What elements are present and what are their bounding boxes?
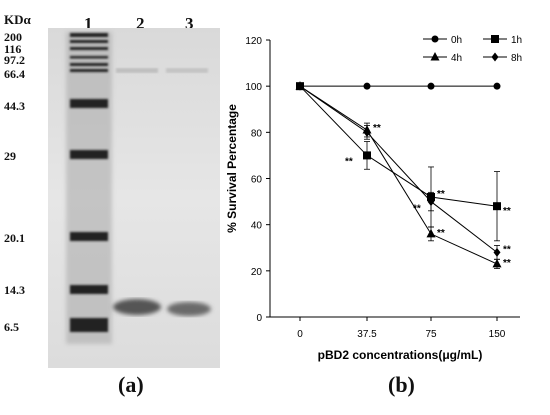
significance-mark: ** xyxy=(345,156,353,167)
legend-marker-1h xyxy=(491,35,499,43)
significance-mark: ** xyxy=(503,258,511,269)
data-point-1h xyxy=(363,151,371,160)
y-tick-label: 60 xyxy=(251,175,263,186)
x-tick-label: 150 xyxy=(489,329,506,340)
marker-label-200: 200 xyxy=(4,30,22,44)
marker-label-29: 29 xyxy=(4,149,16,163)
y-tick-label: 0 xyxy=(256,313,262,324)
marker-label-116: 116 xyxy=(4,42,22,56)
y-tick-label: 40 xyxy=(251,221,263,232)
y-tick-label: 20 xyxy=(251,267,263,278)
legend-label-4h: 4h xyxy=(451,53,462,64)
x-axis-label: pBD2 concentrations(μg/mL) xyxy=(318,348,483,362)
significance-mark: ** xyxy=(413,204,421,215)
y-tick-label: 120 xyxy=(245,36,262,47)
kda-unit-label: KDα xyxy=(4,12,31,27)
gel-image xyxy=(48,28,220,368)
legend-marker-8h xyxy=(491,52,499,62)
gel-panel: KDα 1 2 3 200 116 97.2 66.4 44.3 29 20.1… xyxy=(0,0,230,380)
x-tick-label: 75 xyxy=(425,329,437,340)
data-point-8h xyxy=(363,127,371,137)
x-tick-label: 0 xyxy=(297,329,303,340)
marker-label-14: 14.3 xyxy=(4,283,25,297)
legend-label-1h: 1h xyxy=(511,35,522,46)
series-line-1h xyxy=(299,85,498,207)
data-point-4h xyxy=(492,258,502,268)
data-point-1h xyxy=(493,202,501,211)
data-point-0h xyxy=(363,82,371,90)
legend-marker-4h xyxy=(430,52,440,61)
lane-label-3: 3 xyxy=(185,14,194,33)
significance-mark: ** xyxy=(503,206,511,217)
series-line-8h xyxy=(299,85,498,253)
y-tick-label: 100 xyxy=(245,82,262,93)
legend-marker-0h xyxy=(431,35,439,43)
panel-label-a: (a) xyxy=(118,372,144,397)
y-axis-label: % Survival Percentage xyxy=(225,104,239,233)
chart-series: ** ** ** ** ** ** ** ** xyxy=(295,81,511,269)
significance-mark: ** xyxy=(437,228,445,239)
chart-axes: 0 20 40 60 80 100 120 0 37.5 75 150 xyxy=(245,36,520,340)
marker-label-44: 44.3 xyxy=(4,99,25,113)
legend-label-0h: 0h xyxy=(451,35,462,46)
x-tick-label: 37.5 xyxy=(357,329,377,340)
marker-label-20: 20.1 xyxy=(4,231,25,245)
significance-mark: ** xyxy=(373,123,381,134)
data-point-4h xyxy=(426,228,436,238)
marker-label-97: 97.2 xyxy=(4,53,25,67)
lane-label-2: 2 xyxy=(136,14,145,33)
marker-label-66: 66.4 xyxy=(4,67,25,81)
y-tick-label: 80 xyxy=(251,128,263,139)
legend-label-8h: 8h xyxy=(511,53,522,64)
data-point-8h xyxy=(427,197,435,207)
significance-mark: ** xyxy=(437,189,445,200)
data-point-0h xyxy=(427,82,435,90)
chart-legend: 0h 1h 4h 8h xyxy=(423,35,522,64)
data-point-8h xyxy=(296,81,304,91)
marker-label-6: 6.5 xyxy=(4,320,19,334)
series-line-4h xyxy=(299,85,498,265)
data-point-8h xyxy=(493,247,501,257)
lane-label-1: 1 xyxy=(84,14,93,33)
significance-mark: ** xyxy=(503,244,511,255)
data-point-0h xyxy=(493,82,501,90)
panel-label-b: (b) xyxy=(388,372,415,397)
